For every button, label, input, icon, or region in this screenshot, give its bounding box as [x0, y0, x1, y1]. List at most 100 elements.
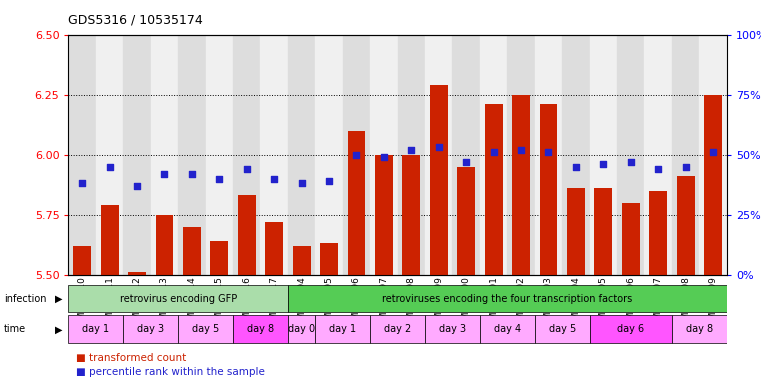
- Text: ■ percentile rank within the sample: ■ percentile rank within the sample: [76, 367, 265, 377]
- Bar: [68, 316, 123, 343]
- Point: [103, 164, 116, 170]
- Text: infection: infection: [4, 293, 46, 304]
- Bar: [508, 35, 535, 275]
- Point: [460, 159, 473, 165]
- Bar: [704, 94, 722, 275]
- Point: [350, 151, 362, 157]
- Point: [158, 170, 170, 177]
- Bar: [649, 190, 667, 275]
- Bar: [315, 316, 370, 343]
- Bar: [699, 35, 727, 275]
- Point: [652, 166, 664, 172]
- Point: [515, 147, 527, 153]
- Bar: [672, 35, 699, 275]
- Point: [268, 175, 280, 182]
- Bar: [430, 85, 447, 275]
- Point: [377, 154, 390, 160]
- Text: day 4: day 4: [494, 324, 521, 334]
- Text: day 3: day 3: [137, 324, 164, 334]
- Bar: [457, 167, 475, 275]
- Text: day 5: day 5: [192, 324, 219, 334]
- Point: [240, 166, 253, 172]
- Bar: [183, 227, 201, 275]
- Bar: [178, 35, 205, 275]
- Bar: [68, 35, 96, 275]
- Point: [131, 183, 143, 189]
- Bar: [68, 285, 288, 313]
- Bar: [288, 285, 727, 313]
- Bar: [320, 243, 338, 275]
- Text: day 8: day 8: [686, 324, 713, 334]
- Point: [543, 149, 555, 155]
- Text: day 8: day 8: [247, 324, 274, 334]
- Text: day 6: day 6: [617, 324, 645, 334]
- Bar: [155, 215, 174, 275]
- Bar: [178, 316, 233, 343]
- Text: ■ transformed count: ■ transformed count: [76, 353, 186, 363]
- Point: [295, 180, 307, 186]
- Bar: [480, 35, 508, 275]
- Text: ▶: ▶: [55, 324, 62, 334]
- Bar: [233, 35, 260, 275]
- Bar: [485, 104, 502, 275]
- Point: [680, 164, 692, 170]
- Bar: [211, 241, 228, 275]
- Bar: [590, 35, 617, 275]
- Text: day 1: day 1: [82, 324, 110, 334]
- Bar: [342, 35, 370, 275]
- Text: GDS5316 / 10535174: GDS5316 / 10535174: [68, 13, 203, 26]
- Bar: [512, 94, 530, 275]
- Bar: [645, 35, 672, 275]
- Bar: [260, 35, 288, 275]
- Bar: [233, 316, 288, 343]
- Bar: [567, 188, 584, 275]
- Bar: [425, 316, 480, 343]
- Point: [186, 170, 198, 177]
- Bar: [100, 205, 119, 275]
- Bar: [315, 35, 342, 275]
- Text: day 3: day 3: [439, 324, 466, 334]
- Point: [488, 149, 500, 155]
- Bar: [96, 35, 123, 275]
- Text: day 1: day 1: [330, 324, 356, 334]
- Bar: [123, 35, 151, 275]
- Bar: [288, 35, 315, 275]
- Text: time: time: [4, 324, 26, 334]
- Bar: [73, 246, 91, 275]
- Bar: [205, 35, 233, 275]
- Bar: [348, 131, 365, 275]
- Bar: [425, 35, 453, 275]
- Text: day 5: day 5: [549, 324, 576, 334]
- Bar: [540, 104, 557, 275]
- Bar: [677, 176, 695, 275]
- Bar: [151, 35, 178, 275]
- Point: [597, 161, 610, 167]
- Bar: [403, 155, 420, 275]
- Bar: [370, 316, 425, 343]
- Bar: [480, 316, 535, 343]
- Point: [76, 180, 88, 186]
- Point: [570, 164, 582, 170]
- Point: [213, 175, 225, 182]
- Bar: [293, 246, 310, 275]
- Bar: [123, 316, 178, 343]
- Bar: [288, 316, 315, 343]
- Text: ▶: ▶: [55, 293, 62, 304]
- Bar: [453, 35, 480, 275]
- Text: retroviruses encoding the four transcription factors: retroviruses encoding the four transcrip…: [382, 293, 632, 304]
- Bar: [370, 35, 397, 275]
- Bar: [535, 316, 590, 343]
- Bar: [590, 316, 672, 343]
- Text: day 0: day 0: [288, 324, 315, 334]
- Point: [433, 144, 445, 151]
- Bar: [238, 195, 256, 275]
- Point: [406, 147, 418, 153]
- Point: [625, 159, 637, 165]
- Bar: [617, 35, 645, 275]
- Point: [323, 178, 335, 184]
- Bar: [375, 155, 393, 275]
- Bar: [535, 35, 562, 275]
- Bar: [128, 272, 146, 275]
- Bar: [594, 188, 613, 275]
- Bar: [622, 203, 640, 275]
